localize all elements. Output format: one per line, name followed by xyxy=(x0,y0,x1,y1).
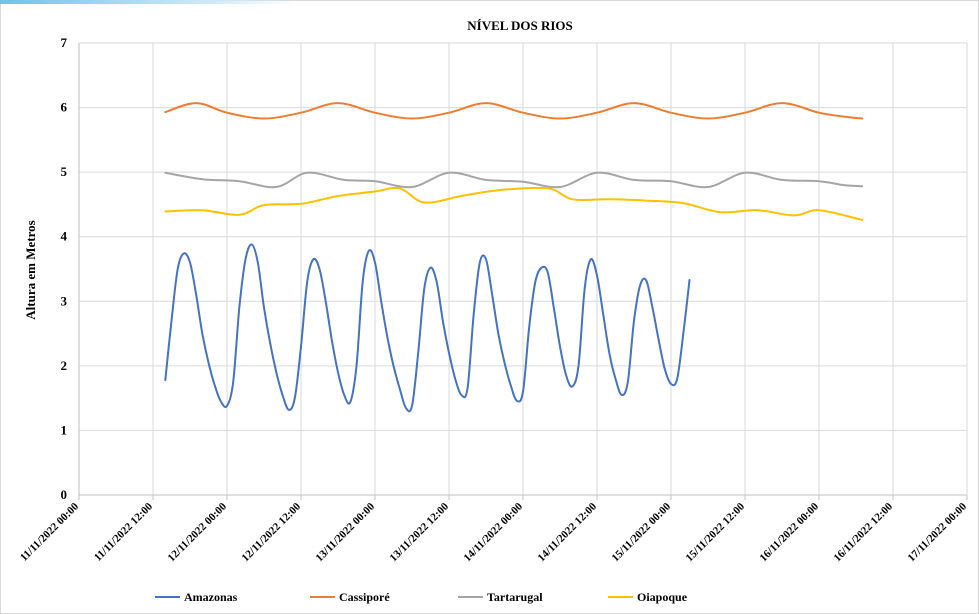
x-tick-labels: 11/11/2022 00:00 11/11/2022 12:00 12/11/20… xyxy=(18,500,970,564)
legend-label: Tartarugal xyxy=(487,590,543,604)
series-line-oiapoque xyxy=(164,186,864,221)
x-tick-label: 13/11/2022 12:00 xyxy=(388,500,452,564)
x-tick-label: 11/11/2022 00:00 xyxy=(18,500,82,564)
legend-label: Cassiporé xyxy=(339,590,390,604)
y-tick-label: 5 xyxy=(61,164,68,179)
x-tick-label: 14/11/2022 12:00 xyxy=(536,500,600,564)
y-tick-label: 3 xyxy=(61,293,68,308)
grid-lines xyxy=(78,42,968,500)
y-tick-label: 1 xyxy=(61,422,68,437)
x-tick-label: 16/11/2022 00:00 xyxy=(758,500,822,564)
window-accent-bar xyxy=(0,0,300,4)
y-tick-label: 7 xyxy=(61,35,68,50)
x-tick-label: 12/11/2022 00:00 xyxy=(166,500,230,564)
y-tick-label: 4 xyxy=(61,229,68,244)
series-line-tartarugal xyxy=(164,171,864,189)
y-tick-label: 6 xyxy=(61,100,68,115)
series-line-amazonas xyxy=(164,243,691,413)
x-tick-label: 15/11/2022 00:00 xyxy=(610,500,674,564)
y-tick-labels: 0 1 2 3 4 5 6 7 xyxy=(61,35,68,502)
x-tick-label: 14/11/2022 00:00 xyxy=(462,500,526,564)
legend-label: Oiapoque xyxy=(637,590,688,604)
x-tick-label: 11/11/2022 12:00 xyxy=(92,500,156,564)
x-tick-label: 17/11/2022 00:00 xyxy=(906,500,970,564)
y-axis-label: Altura em Metros xyxy=(23,220,38,319)
y-tick-label: 2 xyxy=(61,358,68,373)
x-tick-label: 16/11/2022 12:00 xyxy=(832,500,896,564)
y-tick-label: 0 xyxy=(61,487,68,502)
legend: Amazonas Cassiporé Tartarugal Oiapoque xyxy=(155,590,688,604)
x-tick-label: 12/11/2022 12:00 xyxy=(240,500,304,564)
legend-label: Amazonas xyxy=(184,590,238,604)
x-tick-label: 15/11/2022 12:00 xyxy=(684,500,748,564)
chart-title: NÍVEL DOS RIOS xyxy=(467,18,572,33)
series-lines xyxy=(164,102,864,413)
x-tick-label: 13/11/2022 00:00 xyxy=(314,500,378,564)
series-line-cassiporé xyxy=(164,102,864,120)
